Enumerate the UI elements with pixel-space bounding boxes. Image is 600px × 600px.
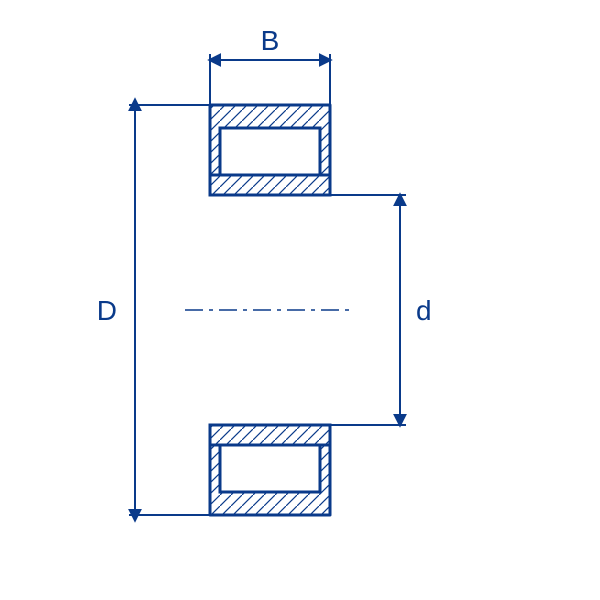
bearing-cross-section-diagram: Dd B — [0, 0, 600, 600]
inner-ring-section — [210, 175, 330, 195]
roller-section — [220, 128, 320, 175]
roller-section — [220, 445, 320, 492]
label-d: d — [416, 295, 432, 326]
inner-ring-section — [210, 425, 330, 445]
label-B: B — [261, 25, 280, 56]
label-D: D — [97, 295, 117, 326]
